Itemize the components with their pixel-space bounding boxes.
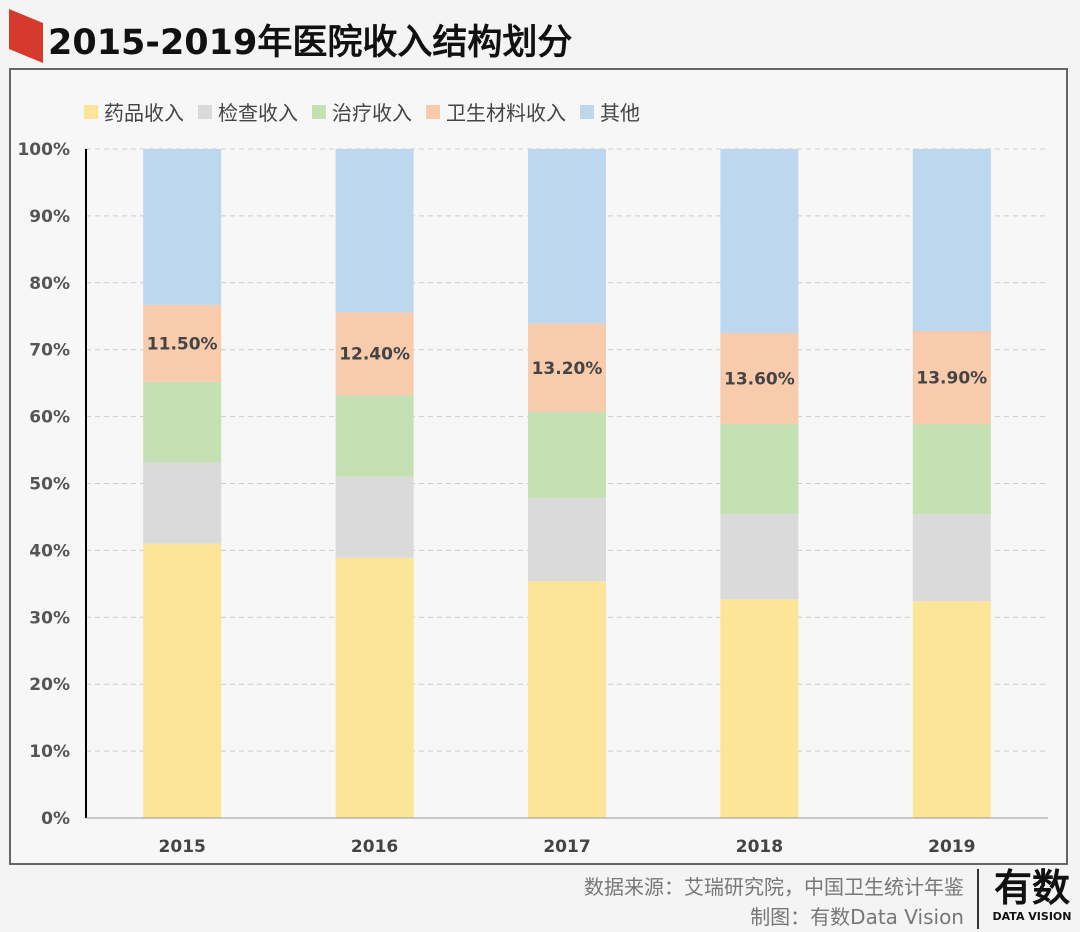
legend-item: 其他 [580,97,640,126]
data-label: 13.20% [532,359,603,379]
bar-segment [335,557,414,818]
x-tick-label: 2018 [736,837,783,857]
logo-divider [977,869,979,929]
x-tick-label: 2019 [928,837,975,857]
bar-segment [143,149,222,305]
source-note: 数据来源：艾瑞研究院，中国卫生统计年鉴 制图：有数Data Vision [584,872,964,932]
y-tick-label: 10% [29,742,70,762]
legend-label: 治疗收入 [332,101,412,125]
bar-segment [528,498,606,582]
title-marker-icon [9,9,43,63]
bar-segment [720,149,799,333]
legend-label: 卫生材料收入 [446,101,566,125]
bar-segment [528,149,606,324]
legend-swatch [580,104,594,119]
y-tick-label: 30% [29,608,70,628]
data-label: 13.60% [724,369,795,389]
bar-segment [528,323,606,412]
y-tick-label: 80% [29,274,70,294]
y-tick-label: 50% [29,475,70,495]
legend-item: 卫生材料收入 [426,97,566,126]
data-label: 13.90% [916,368,987,388]
y-tick-label: 100% [17,140,70,160]
legend-item: 检查收入 [198,97,298,126]
logo: 有数 DATA VISION [988,866,1076,923]
x-tick-label: 2015 [159,837,206,857]
y-tick-label: 40% [29,541,70,561]
legend-item: 药品收入 [84,97,184,126]
stacked-bar-chart: 0% 10% 20% 30% 40% 50% 60% 70% 80% 90% 100% 11.50% 2… [17,140,1048,857]
source-line: 数据来源：艾瑞研究院，中国卫生统计年鉴 [584,875,964,899]
bar-segment [143,462,222,544]
legend-label: 药品收入 [104,101,184,125]
bar-segment [335,395,414,477]
bar-segment [720,423,799,515]
x-tick-label: 2016 [351,837,398,857]
bar-segment [720,332,799,424]
y-tick-label: 70% [29,341,70,361]
data-label: 12.40% [339,345,410,365]
bar-segment [335,149,414,313]
bar-segment [143,381,222,463]
bar-segment [912,514,991,602]
legend-swatch [426,104,440,119]
bar-segment [720,599,799,818]
bar-segment [720,514,799,600]
bar-segment [912,149,991,331]
logo-text: 有数 [993,866,1070,910]
page-title: 2015-2019年医院收入结构划分 [48,23,573,63]
bar-segment [912,601,991,818]
legend-swatch [312,104,326,119]
x-tick-label: 2017 [543,837,590,857]
bar-segment [528,581,606,818]
logo-subtext: DATA VISION [992,910,1072,923]
bar-segment [335,312,414,396]
y-tick-label: 90% [29,207,70,227]
legend-swatch [198,104,212,119]
bar-segment [143,304,222,382]
legend-item: 治疗收入 [312,97,412,126]
credit-line: 制图：有数Data Vision [750,905,964,929]
bar-segment [528,411,606,499]
data-label: 11.50% [147,334,218,354]
y-tick-label: 20% [29,675,70,695]
bar-segment [912,330,991,424]
y-tick-label: 0% [41,809,70,829]
legend-label: 检查收入 [218,101,298,125]
bar-segment [335,476,414,558]
bar-segment [143,543,222,818]
legend-swatch [84,104,98,119]
y-tick-label: 60% [29,408,70,428]
legend: 药品收入 检查收入 治疗收入 卫生材料收入 其他 [84,97,640,126]
legend-label: 其他 [600,101,640,125]
bar-segment [912,423,991,515]
